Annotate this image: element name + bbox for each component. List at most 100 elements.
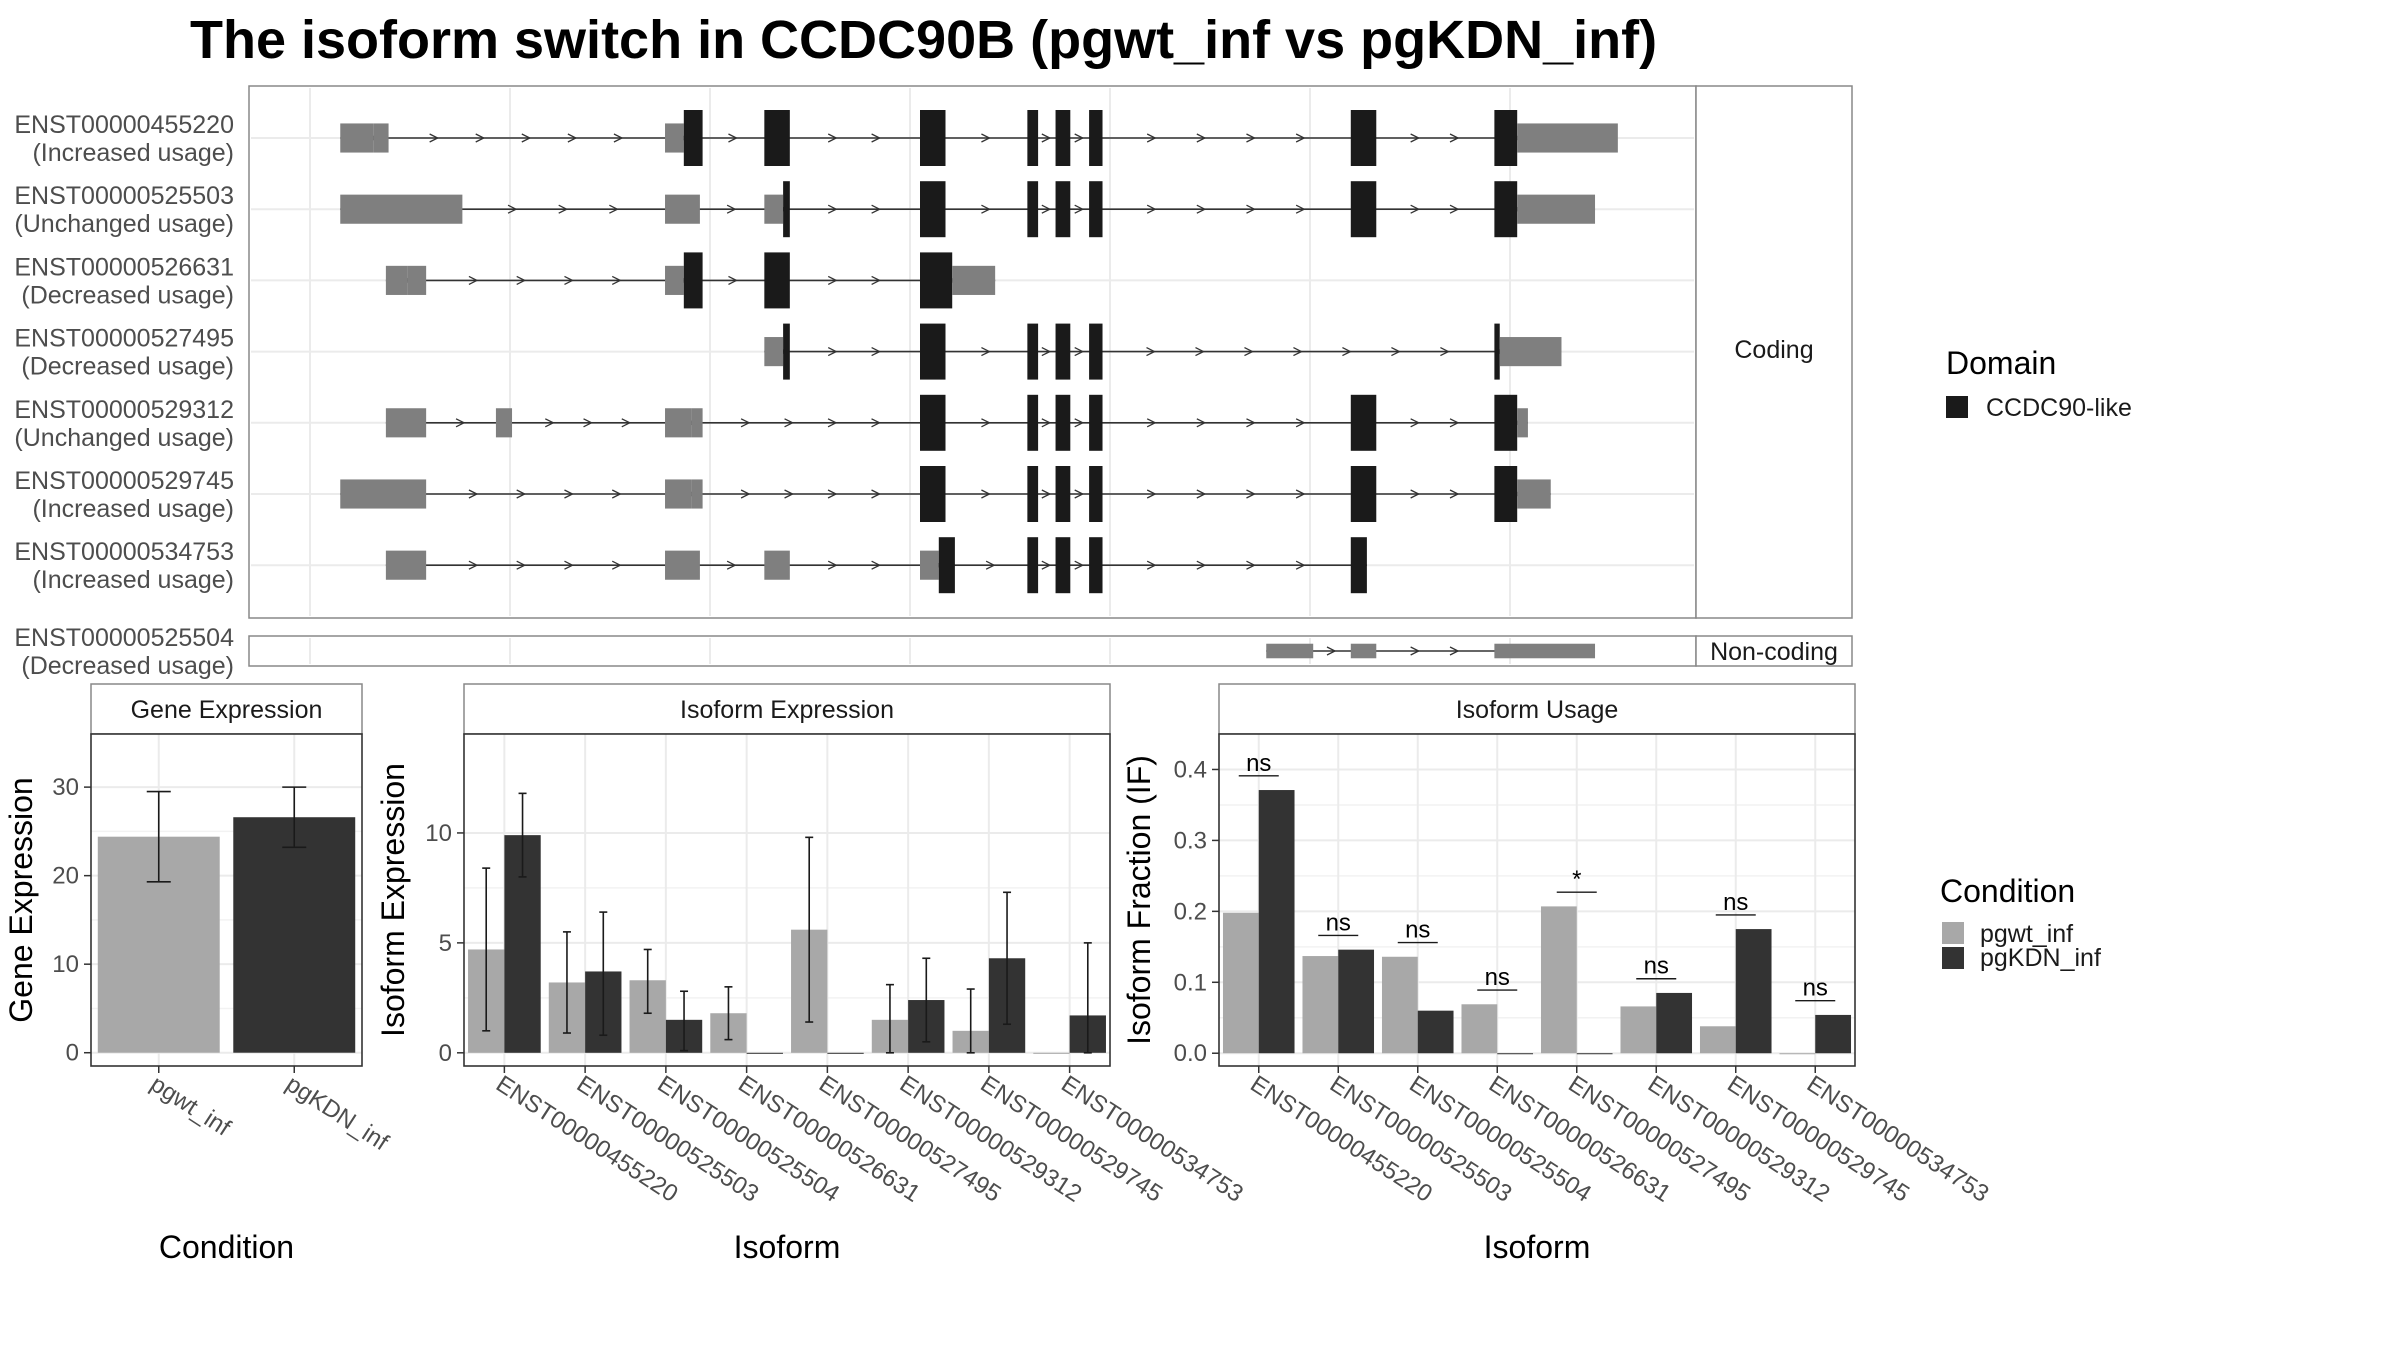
intron-arrow-icon — [871, 418, 881, 428]
intron-arrow-icon — [784, 489, 795, 499]
isoform-expression-panel: Isoform Expression0510ENST00000455220ENS… — [375, 683, 1248, 1265]
significance-label: ns — [1803, 975, 1828, 1002]
exon-utr — [495, 408, 513, 438]
exon-utr — [691, 479, 703, 509]
exon-cds — [1089, 181, 1103, 238]
intron-arrow-icon — [1041, 418, 1052, 428]
transcript-label-ENST00000527495: ENST00000527495 — [14, 325, 234, 353]
panel-isoexp-y-axis-title: Isoform Expression — [375, 763, 411, 1037]
intron-arrow-icon — [1326, 646, 1337, 656]
domain-legend-label-ccdc90-like: CCDC90-like — [1986, 394, 2132, 422]
exon-utr — [691, 408, 703, 438]
intron-arrow-icon — [1041, 133, 1052, 143]
exon-cds — [683, 110, 703, 166]
gene-expression-panel: Gene Expression 0 10 20 30 pgwt_inf pgKDN_inf C… — [3, 683, 393, 1265]
intron-arrow-icon — [516, 560, 527, 570]
exon-cds — [1055, 110, 1071, 166]
exon-cds — [920, 323, 946, 380]
exon-utr — [340, 479, 427, 509]
intron-arrow-icon — [871, 489, 881, 499]
bar-pgwt_inf-ENST00000529312 — [1620, 1006, 1657, 1054]
exon-cds — [1350, 110, 1377, 166]
intron-arrow-icon — [981, 204, 991, 214]
significance-label: ns — [1644, 953, 1669, 980]
exon-cds — [920, 110, 946, 166]
exon-cds — [1089, 110, 1103, 166]
significance-label: ns — [1723, 889, 1748, 916]
exon-utr — [1517, 479, 1551, 509]
bar-pgwt_inf-ENST00000525503 — [1302, 956, 1339, 1054]
exon-cds — [1055, 466, 1071, 522]
bar-pgwt_inf-ENST00000534753 — [1033, 1052, 1070, 1054]
intron-arrow-icon — [827, 204, 838, 214]
condition-legend-key-pgkdn-inf — [1942, 947, 1964, 969]
transcript-label-ENST00000525504: ENST00000525504 — [14, 624, 234, 652]
strip-coding — [1695, 85, 1853, 619]
domain-legend: Domain CCDC90-like — [1946, 345, 2132, 422]
intron-arrow-icon — [516, 275, 527, 285]
intron-arrow-icon — [468, 275, 479, 285]
significance-label: ns — [1246, 750, 1271, 777]
exon-cds — [920, 466, 946, 522]
intron-arrow-icon — [1146, 489, 1157, 499]
intron-arrow-icon — [1449, 489, 1460, 499]
exon-cds — [1089, 537, 1103, 594]
exon-utr — [1517, 123, 1618, 153]
intron-arrow-icon — [1041, 347, 1052, 357]
bar-pgKDN_inf-ENST00000527495 — [827, 1052, 864, 1054]
intron-arrow-icon — [1246, 418, 1256, 428]
intron-arrow-icon — [544, 418, 555, 428]
intron-arrow-icon — [507, 204, 518, 214]
y-tick-label: 10 — [425, 820, 452, 847]
intron-arrow-icon — [1244, 347, 1254, 357]
significance-label: ns — [1326, 909, 1351, 936]
exon-cds — [1055, 323, 1071, 380]
panel-isoexp-x-axis-title: Isoform — [734, 1229, 841, 1265]
significance-label: * — [1572, 866, 1581, 893]
bar-pgKDN_inf-ENST00000527495 — [1576, 1053, 1613, 1055]
exon-cds — [1089, 466, 1103, 522]
intron-arrow-icon — [827, 133, 838, 143]
intron-arrow-icon — [1391, 347, 1401, 357]
exon-utr — [340, 194, 463, 224]
exon-utr — [764, 337, 784, 367]
panel-gene-x-axis-title: Condition — [159, 1229, 294, 1265]
intron-arrow-icon — [1410, 418, 1421, 428]
exon-cds — [1055, 394, 1071, 451]
exon-cds — [1027, 323, 1039, 380]
intron-arrow-icon — [611, 560, 622, 570]
transcript-usage-ENST00000534753: (Increased usage) — [32, 566, 234, 594]
intron-arrow-icon — [871, 275, 882, 285]
intron-arrow-icon — [564, 560, 574, 570]
intron-arrow-icon — [1146, 560, 1157, 570]
intron-arrow-icon — [611, 489, 622, 499]
bar-pgwt_inf-ENST00000527495 — [1540, 906, 1577, 1054]
panel-usage-border — [1218, 733, 1856, 1067]
exon-utr — [1499, 337, 1562, 367]
intron-arrow-icon — [1449, 646, 1460, 656]
intron-arrow-icon — [1196, 560, 1207, 570]
intron-arrow-icon — [429, 133, 440, 143]
intron-arrow-icon — [981, 418, 991, 428]
intron-arrow-icon — [1146, 133, 1157, 143]
exon-cds — [1350, 537, 1367, 594]
intron-arrow-icon — [1196, 133, 1207, 143]
exon-cds — [1027, 466, 1039, 522]
intron-arrow-icon — [1440, 347, 1450, 357]
intron-arrow-icon — [871, 560, 882, 570]
exon-cds — [764, 252, 790, 309]
exon-cds — [920, 181, 946, 238]
intron-arrow-icon — [468, 560, 479, 570]
exon-cds — [1089, 323, 1103, 380]
intron-arrow-icon — [726, 560, 737, 570]
intron-arrow-icon — [1196, 489, 1207, 499]
intron-arrow-icon — [1196, 418, 1207, 428]
transcript-label-ENST00000525503: ENST00000525503 — [14, 182, 234, 210]
x-tick-label: pgKDN_inf — [281, 1070, 393, 1156]
transcript-ENST00000525504 — [1266, 643, 1596, 659]
intron-arrow-icon — [1449, 133, 1460, 143]
intron-arrow-icon — [1410, 204, 1421, 214]
bar-pgwt_inf-ENST00000525504 — [1381, 956, 1418, 1054]
structure-panel-noncoding: Non-coding — [248, 635, 1853, 667]
intron-arrow-icon — [1295, 489, 1306, 499]
